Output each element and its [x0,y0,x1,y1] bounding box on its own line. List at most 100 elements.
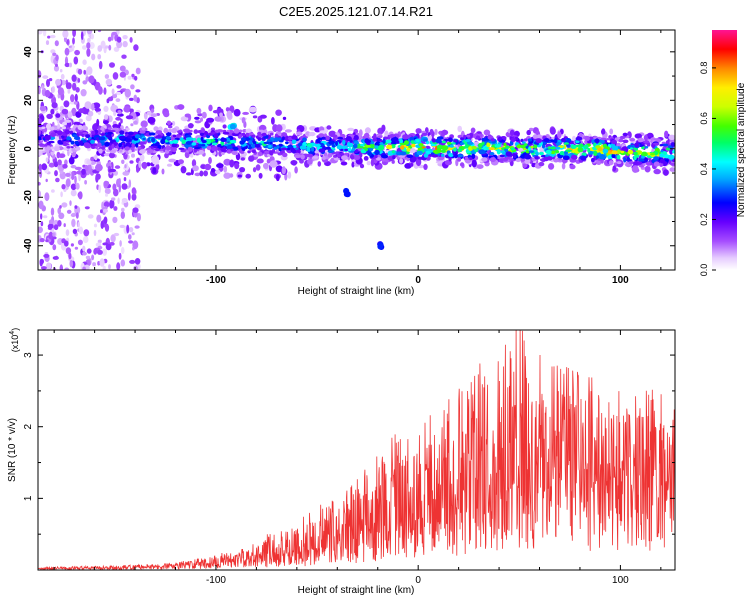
spectrogram-cell [213,133,219,139]
spectrogram-cell [387,155,394,161]
spectrogram-cell [233,128,240,134]
spectrogram-cell [347,127,355,132]
spectrogram-cell [229,159,235,168]
spectrogram-cell [606,138,610,141]
spectrogram-cell [583,144,589,150]
snr-x-label: Height of straight line (km) [298,585,415,596]
spectrogram-cell [134,225,140,229]
spectrogram-cell [100,220,104,229]
spectrogram-cell [57,159,62,166]
spectrogram-cell [85,134,91,139]
spectrogram-cell [318,148,326,153]
spectrogram-cell [107,127,113,130]
spectrogram-cell [327,150,335,153]
spectrogram-cell [600,137,607,141]
spectrogram-cell [602,148,609,154]
spectrogram-cell [307,158,313,165]
spectrogram-cell [251,143,255,149]
spectrogram-cell [63,141,67,146]
spectrogram-y-tick-label: 0 [23,146,34,152]
spectrogram-cell [136,166,140,173]
spectrogram-cell [549,127,556,135]
spectrogram-cell [69,62,72,68]
spectrogram-cell [440,149,447,153]
spectrogram-cell [82,266,86,270]
spectrogram-cell [555,146,561,150]
spectrogram-cell [457,148,462,153]
spectrogram-cell [341,155,348,161]
spectrogram-cell [155,130,163,135]
spectrogram-cell [287,171,292,179]
spectrogram-cell [166,120,172,126]
spectrogram-cell [167,128,173,133]
spectrogram-cell [431,138,437,143]
spectrogram-cell [82,235,89,244]
spectrogram-cell [103,105,109,112]
spectrogram-cell [128,240,134,244]
spectrogram-cell [628,160,634,165]
spectrogram-cell [67,111,73,118]
spectrogram-cell [389,134,396,138]
spectrogram-cell [130,84,135,90]
spectrogram-cell [118,183,122,193]
spectrogram-cell [68,47,74,52]
colorbar-tick-label: 0.8 [699,62,709,75]
spectrogram-cell [210,168,216,173]
spectrogram-cell [65,82,72,90]
spectrogram-cell [194,146,201,150]
spectrogram-cell [399,151,407,156]
snr-series-line [38,330,675,570]
spectrogram-cell [622,132,628,137]
spectrogram-panel: -100 0 100 -40 -20 0 20 40 Height of straight … [7,29,676,297]
spectrogram-cell [117,197,120,205]
spectrogram-cell [561,137,566,143]
spectrogram-cell [51,189,55,193]
spectrogram-cell [121,207,125,212]
spectrogram-cell [61,108,69,115]
spectrogram-cell [104,223,110,232]
spectrogram-cell [77,78,81,83]
spectrogram-cell [411,143,416,148]
spectrogram-cell [121,159,125,164]
spectrogram-cell [98,129,102,133]
spectrogram-cell [122,35,128,40]
spectrogram-cell [214,116,222,122]
spectrogram-cell [364,148,369,151]
spectrogram-cell [275,174,280,182]
spectrogram-cell [457,125,463,133]
spectrogram-cell [50,207,55,216]
spectrogram-cell [85,115,92,122]
spectrogram-cell [509,129,515,136]
spectrogram-cell [185,172,192,176]
spectrogram-cell [240,150,245,154]
spectrogram-cell [91,254,95,261]
snr-y-label: SNR (10 * v/v) [7,418,18,482]
spectrogram-cell [447,147,453,151]
spectrogram-cell [71,74,77,82]
spectrogram-cell [263,162,269,170]
spectrogram-cell [441,145,448,151]
spectrogram-cell [430,152,435,155]
spectrogram-y-tick-label: -40 [23,238,34,253]
spectrogram-cell [55,54,59,62]
spectrogram-cell [40,266,47,270]
spectrogram-cell [271,117,275,125]
spectrogram-cell [61,184,66,190]
spectrogram-cell [510,147,515,151]
spectrogram-cell [113,232,120,237]
colorbar-tick-label: 0.6 [699,112,709,125]
spectrogram-cell [524,157,531,165]
spectrogram-cell [441,153,445,157]
spectrogram-cell [317,137,323,141]
colorbar-label: Normalized spectral amplitude [736,82,747,217]
spectrogram-cell [459,142,465,146]
spectrogram-cell [378,144,385,151]
spectrogram-cell [86,42,91,49]
spectrogram-cell [625,159,633,162]
spectrogram-feature [344,191,351,198]
spectrogram-cell [198,149,205,155]
spectrogram-cell [201,111,207,119]
spectrogram-cell [134,75,138,81]
spectrogram-cell [60,191,63,198]
spectrogram-cell [58,146,64,151]
